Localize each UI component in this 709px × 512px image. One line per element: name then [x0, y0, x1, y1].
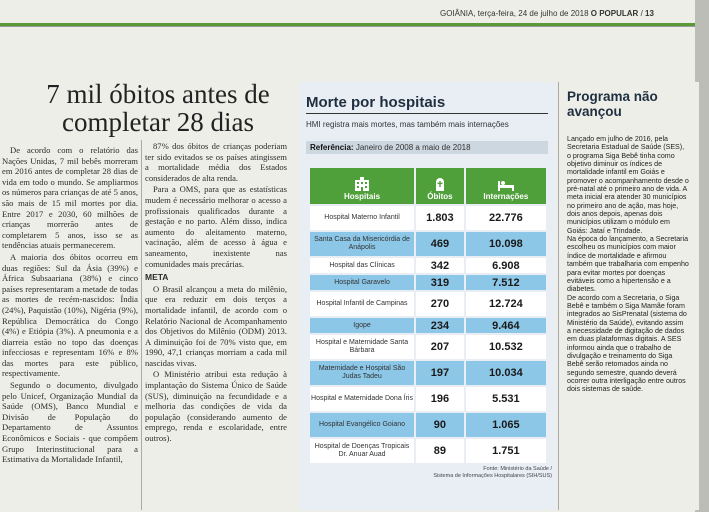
- table-row: Hospital das Clínicas 342 6.908: [310, 258, 546, 273]
- article-paragraph: Para a OMS, para que as estatísticas mud…: [145, 184, 287, 269]
- article-column-1: De acordo com o relatório das Nações Uni…: [2, 145, 138, 466]
- obitos-cell: 197: [416, 361, 464, 385]
- infographic-title: Morte por hospitais: [306, 94, 446, 111]
- table-row: Igope 234 9.464: [310, 318, 546, 333]
- top-green-line: [0, 23, 695, 26]
- article-headline: 7 mil óbitos antes de completar 28 dias: [46, 79, 270, 137]
- obitos-cell: 342: [416, 258, 464, 273]
- table-row: Hospital e Maternidade Santa Bárbara 207 1…: [310, 335, 546, 359]
- obitos-cell: 319: [416, 275, 464, 290]
- sidebar-paragraph: De acordo com a Secretaria, o Siga Bebê …: [567, 293, 687, 394]
- sidebar-paragraph: Na época do lançamento, a Secretaria esc…: [567, 235, 689, 294]
- header-label: Internações: [483, 192, 529, 201]
- section-subheading: META: [145, 272, 169, 283]
- reference-label: Referência:: [310, 143, 354, 152]
- internacoes-cell: 10.034: [465, 361, 546, 385]
- article-paragraph: 87% dos óbitos de crianças poderiam ter …: [145, 141, 287, 183]
- folio-paper-name: O POPULAR: [590, 9, 639, 18]
- internacoes-cell: 9.464: [465, 318, 546, 333]
- obitos-cell: 1.803: [416, 206, 464, 230]
- article-paragraph: O Brasil alcançou a meta do milênio, que…: [145, 283, 287, 368]
- table-row: Hospital Garavelo 319 7.512: [310, 275, 546, 290]
- reference-bar: Referência: Janeiro de 2008 a maio de 20…: [306, 141, 548, 154]
- hospital-name-cell: Hospital e Maternidade Santa Bárbara: [310, 335, 415, 359]
- sidebar-title: Programa não avançou: [567, 89, 658, 119]
- page-folio: GOIÂNIA, terça-feira, 24 de julho de 201…: [440, 9, 690, 18]
- table-row: Hospital Infantil de Campinas 270 12.724: [310, 292, 546, 316]
- header-internacoes: Internações: [465, 168, 546, 204]
- internacoes-cell: 10.098: [465, 232, 546, 256]
- obitos-cell: 90: [416, 413, 464, 437]
- hospital-name-cell: Hospital Materno Infantil: [310, 206, 415, 230]
- obitos-cell: 469: [416, 232, 464, 256]
- hospital-building-icon: [355, 177, 370, 191]
- table-row: Hospital e Maternidade Dona Íris 196 5.531: [310, 387, 546, 411]
- header-label: Hospitais: [344, 192, 381, 201]
- article-paragraph: De acordo com o relatório das Nações Uni…: [2, 145, 138, 251]
- internacoes-cell: 1.065: [465, 413, 546, 437]
- table-row: Santa Casa da Misericórdia de Anápolis 46…: [310, 232, 546, 256]
- internacoes-cell: 7.512: [465, 275, 546, 290]
- folio-city-date: GOIÂNIA, terça-feira, 24 de julho de 201…: [440, 9, 589, 18]
- folio-page-number: 13: [645, 9, 654, 18]
- hospital-name-cell: Maternidade e Hospital São Judas Tadeu: [310, 361, 415, 385]
- internacoes-cell: 1.751: [465, 439, 546, 463]
- table-row: Hospital Materno Infantil 1.803 22.776: [310, 206, 546, 230]
- internacoes-cell: 10.532: [465, 335, 546, 359]
- hospital-name-cell: Santa Casa da Misericórdia de Anápolis: [310, 232, 415, 256]
- infographic-title-rule: [306, 113, 548, 114]
- internacoes-cell: 6.908: [465, 258, 546, 273]
- hospital-name-cell: Hospital Garavelo: [310, 275, 415, 290]
- hospital-name-cell: Igope: [310, 318, 415, 333]
- table-row: Hospital Evangélico Goiano 90 1.065: [310, 413, 546, 437]
- internacoes-cell: 12.724: [465, 292, 546, 316]
- article-paragraph: A maioria dos óbitos ocorreu em duas reg…: [2, 251, 138, 379]
- header-hospitais: Hospitais: [310, 168, 415, 204]
- infographic-source: Fonte: Ministério da Saúde / Sistema de …: [420, 466, 552, 480]
- source-line: Fonte: Ministério da Saúde /: [483, 466, 552, 472]
- table-header-row: Hospitais Óbitos: [310, 168, 546, 204]
- obitos-cell: 207: [416, 335, 464, 359]
- article-column-2: 87% dos óbitos de crianças poderiam ter …: [145, 141, 287, 445]
- hospital-name-cell: Hospital de Doenças Tropicais Dr. Anuar …: [310, 439, 415, 463]
- hospital-name-cell: Hospital das Clínicas: [310, 258, 415, 273]
- hospital-bed-icon: [497, 181, 514, 191]
- sidebar-text: Lançado em julho de 2016, pela Secretari…: [567, 135, 689, 394]
- sidebar-box: [559, 82, 699, 510]
- article-paragraph: Segundo o documento, divulgado pelo Unic…: [2, 380, 138, 465]
- infographic-subtitle: HMI registra mais mortes, mas também mai…: [306, 120, 509, 129]
- internacoes-cell: 22.776: [465, 206, 546, 230]
- hospital-name-cell: Hospital e Maternidade Dona Íris: [310, 387, 415, 411]
- folio-separator: /: [640, 9, 643, 18]
- top-rule: [0, 26, 695, 27]
- table-body: Hospital Materno Infantil 1.803 22.776 Sant…: [310, 206, 546, 463]
- hospital-name-cell: Hospital Infantil de Campinas: [310, 292, 415, 316]
- header-label: Óbitos: [427, 192, 453, 201]
- tombstone-icon: [435, 178, 444, 191]
- header-obitos: Óbitos: [416, 168, 464, 204]
- table-row: Hospital de Doenças Tropicais Dr. Anuar …: [310, 439, 546, 463]
- sidebar-divider: [558, 82, 559, 510]
- hospital-name-cell: Hospital Evangélico Goiano: [310, 413, 415, 437]
- source-line: Sistema de Informações Hospitalares (SIH…: [433, 473, 552, 479]
- obitos-cell: 234: [416, 318, 464, 333]
- reference-value: Janeiro de 2008 a maio de 2018: [355, 143, 471, 152]
- internacoes-cell: 5.531: [465, 387, 546, 411]
- table-row: Maternidade e Hospital São Judas Tadeu 19…: [310, 361, 546, 385]
- hospital-table: Hospitais Óbitos: [308, 166, 548, 465]
- obitos-cell: 196: [416, 387, 464, 411]
- sidebar-paragraph: Lançado em julho de 2016, pela Secretari…: [567, 135, 689, 235]
- obitos-cell: 270: [416, 292, 464, 316]
- article-paragraph: O Ministério atribui esta redução à impl…: [145, 369, 287, 444]
- obitos-cell: 89: [416, 439, 464, 463]
- column-divider: [141, 140, 142, 510]
